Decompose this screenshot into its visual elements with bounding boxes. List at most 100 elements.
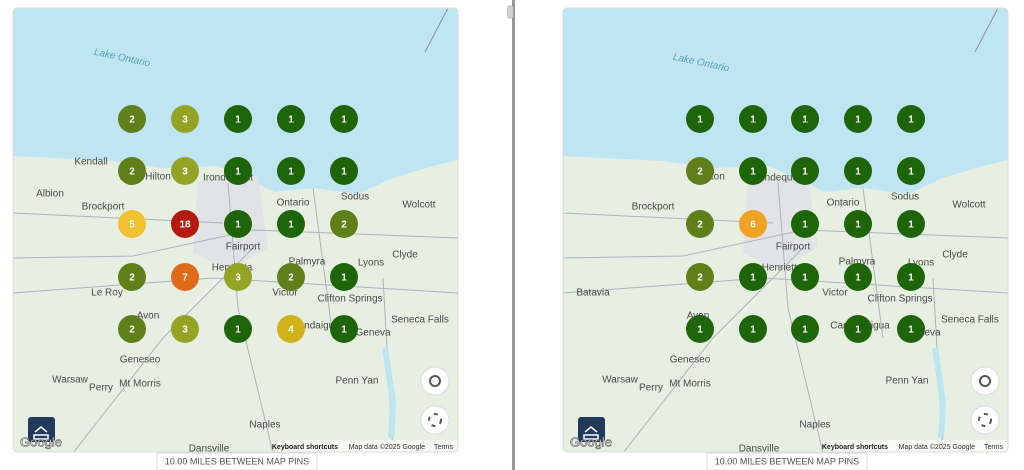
rank-label: 1 [235, 325, 241, 336]
rank-pin[interactable] [897, 315, 925, 343]
rank-pin[interactable] [739, 315, 767, 343]
rank-pin[interactable] [118, 210, 146, 238]
rank-pin[interactable] [844, 210, 872, 238]
rank-pin[interactable] [224, 263, 252, 291]
place-label: Clyde [392, 250, 418, 261]
map[interactable]: Lake OntarioKendallHiltonAlbionIrondequo… [12, 7, 459, 470]
rank-pin[interactable] [224, 105, 252, 133]
rank-pin[interactable] [118, 105, 146, 133]
attribution-bg [278, 440, 458, 452]
keyboard-shortcuts[interactable]: Keyboard shortcuts [272, 444, 338, 451]
locate-button[interactable] [420, 366, 450, 396]
rank-pin[interactable] [118, 263, 146, 291]
rank-pin[interactable] [330, 315, 358, 343]
rank-pin[interactable] [277, 315, 305, 343]
rank-label: 1 [235, 167, 241, 178]
rank-label: 18 [179, 220, 191, 231]
rank-pin[interactable] [330, 263, 358, 291]
place-label: Warsaw [602, 375, 639, 386]
rank-pin[interactable] [171, 315, 199, 343]
rank-pin[interactable] [277, 105, 305, 133]
rank-pin[interactable] [118, 157, 146, 185]
rank-pin[interactable] [844, 157, 872, 185]
place-label: Brockport [82, 202, 125, 213]
terms[interactable]: Terms [984, 444, 1004, 451]
rank-label: 1 [802, 220, 808, 231]
rank-label: 5 [129, 220, 135, 231]
rank-label: 2 [697, 273, 703, 284]
place-label: Mt Morris [119, 379, 161, 390]
rank-pin[interactable] [844, 315, 872, 343]
place-label: Fairport [776, 242, 811, 253]
rank-label: 3 [182, 167, 188, 178]
rank-label: 1 [908, 167, 914, 178]
rank-pin[interactable] [171, 263, 199, 291]
rank-pin[interactable] [897, 157, 925, 185]
rank-pin[interactable] [224, 315, 252, 343]
rank-label: 2 [341, 220, 347, 231]
rank-pin[interactable] [686, 210, 714, 238]
place-label: Mt Morris [669, 379, 711, 390]
rank-pin[interactable] [118, 315, 146, 343]
road [563, 212, 774, 224]
place-label: Sodus [891, 192, 919, 203]
rank-label: 1 [855, 325, 861, 336]
rank-pin[interactable] [277, 157, 305, 185]
rank-pin[interactable] [277, 210, 305, 238]
google-logo: Google [20, 434, 62, 449]
place-label: Batavia [576, 288, 610, 299]
button-icon [978, 413, 992, 427]
fullscreen-button[interactable] [970, 405, 1000, 435]
rank-pin[interactable] [739, 210, 767, 238]
fullscreen-button[interactable] [420, 405, 450, 435]
rank-label: 1 [697, 325, 703, 336]
rank-pin[interactable] [844, 105, 872, 133]
place-label: Penn Yan [335, 376, 378, 387]
rank-pin[interactable] [330, 210, 358, 238]
rank-pin[interactable] [686, 105, 714, 133]
map[interactable]: Lake OntarioHiltonIrondequoitSodusBrockp… [562, 7, 1009, 470]
rank-label: 1 [341, 325, 347, 336]
rank-pin[interactable] [224, 157, 252, 185]
rank-pin[interactable] [171, 157, 199, 185]
rank-label: 1 [697, 115, 703, 126]
rank-label: 1 [855, 220, 861, 231]
keyboard-shortcuts[interactable]: Keyboard shortcuts [822, 444, 888, 451]
rank-pin[interactable] [330, 157, 358, 185]
place-label: Clyde [942, 250, 968, 261]
rank-pin[interactable] [791, 263, 819, 291]
rank-pin[interactable] [171, 105, 199, 133]
rank-pin[interactable] [844, 263, 872, 291]
rank-label: 2 [697, 220, 703, 231]
rank-pin[interactable] [686, 263, 714, 291]
rank-pin[interactable] [686, 315, 714, 343]
rank-pin[interactable] [686, 157, 714, 185]
rank-pin[interactable] [224, 210, 252, 238]
rank-pin[interactable] [897, 263, 925, 291]
rank-label: 1 [908, 115, 914, 126]
google-logo: Google [570, 434, 612, 449]
locate-button[interactable] [970, 366, 1000, 396]
terms[interactable]: Terms [434, 444, 454, 451]
rank-pin[interactable] [791, 105, 819, 133]
border-line [424, 8, 449, 53]
rank-pin[interactable] [330, 105, 358, 133]
place-label: Geneseo [670, 355, 711, 366]
rank-label: 3 [182, 325, 188, 336]
road [777, 182, 824, 452]
rank-pin[interactable] [791, 157, 819, 185]
place-label: Naples [799, 420, 830, 431]
rank-label: 2 [697, 167, 703, 178]
rank-label: 2 [129, 167, 135, 178]
rank-pin[interactable] [791, 210, 819, 238]
rank-pin[interactable] [897, 210, 925, 238]
place-label: Seneca Falls [391, 315, 449, 326]
rank-pin[interactable] [739, 263, 767, 291]
button-icon [429, 375, 441, 387]
rank-pin[interactable] [897, 105, 925, 133]
rank-pin[interactable] [739, 157, 767, 185]
rank-pin[interactable] [739, 105, 767, 133]
rank-pin[interactable] [277, 263, 305, 291]
rank-pin[interactable] [171, 210, 199, 238]
rank-pin[interactable] [791, 315, 819, 343]
